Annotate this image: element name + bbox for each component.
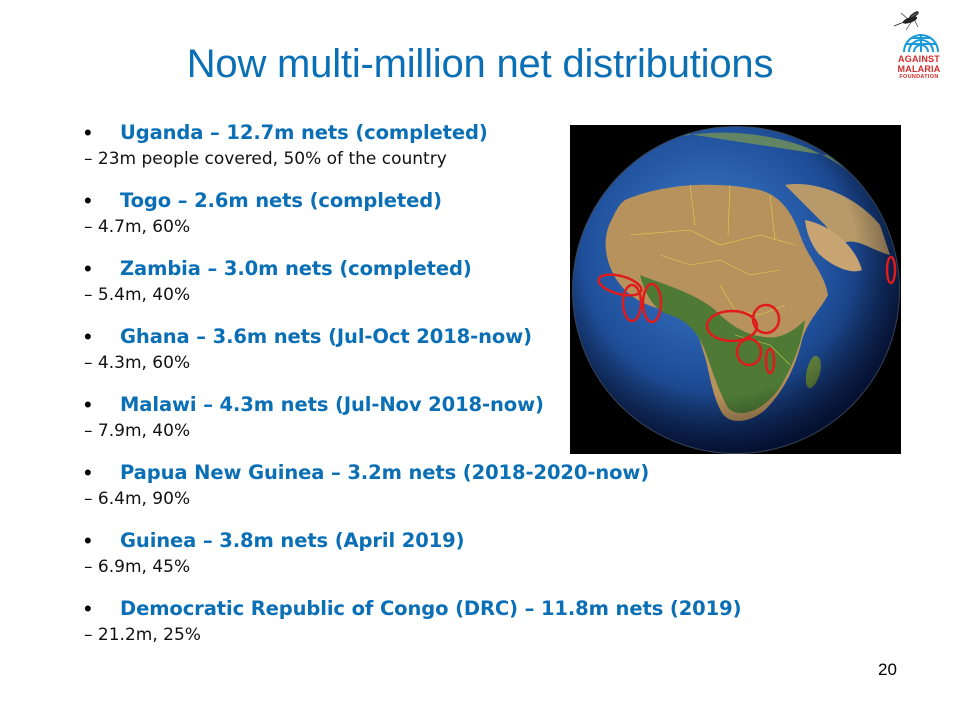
item-detail: – 6.4m, 90% — [84, 489, 191, 509]
logo-line-2: MALARIA — [897, 64, 941, 74]
bullet: • — [84, 527, 92, 553]
list-item: • Democratic Republic of Congo (DRC) – 11… — [84, 592, 804, 660]
list-item: • Ghana – 3.6m nets (Jul-Oct 2018-now) – … — [84, 320, 804, 388]
item-detail: – 23m people covered, 50% of the country — [84, 149, 447, 169]
bullet: • — [84, 255, 92, 281]
list-item: • Uganda – 12.7m nets (completed) – 23m p… — [84, 116, 804, 184]
bullet: • — [84, 391, 92, 417]
list-item: • Zambia – 3.0m nets (completed) – 5.4m, … — [84, 252, 804, 320]
bullet: • — [84, 119, 92, 145]
page-number: 20 — [878, 660, 897, 679]
africa-globe-image — [570, 125, 901, 454]
list-item: • Papua New Guinea – 3.2m nets (2018-2020… — [84, 456, 804, 524]
against-malaria-foundation-logo: AGAINST MALARIA FOUNDATION — [884, 10, 954, 90]
mosquito-globe-icon — [893, 11, 939, 53]
item-detail: – 4.3m, 60% — [84, 353, 191, 373]
bullet: • — [84, 187, 92, 213]
list-item: • Malawi – 4.3m nets (Jul-Nov 2018-now) –… — [84, 388, 804, 456]
item-detail: – 21.2m, 25% — [84, 625, 201, 645]
item-detail: – 7.9m, 40% — [84, 421, 191, 441]
distribution-list: • Uganda – 12.7m nets (completed) – 23m p… — [84, 116, 804, 660]
item-heading: Malawi – 4.3m nets (Jul-Nov 2018-now) — [120, 393, 544, 416]
bullet: • — [84, 323, 92, 349]
item-detail: – 6.9m, 45% — [84, 557, 191, 577]
list-item: • Guinea – 3.8m nets (April 2019) – 6.9m,… — [84, 524, 804, 592]
country-markers — [597, 255, 897, 375]
globe-illustration — [570, 125, 901, 454]
item-heading: Ghana – 3.6m nets (Jul-Oct 2018-now) — [120, 325, 532, 348]
list-item: • Togo – 2.6m nets (completed) – 4.7m, 60… — [84, 184, 804, 252]
item-heading: Uganda – 12.7m nets (completed) — [120, 121, 488, 144]
logo-line-3: FOUNDATION — [899, 74, 939, 80]
item-detail: – 4.7m, 60% — [84, 217, 191, 237]
item-heading: Papua New Guinea – 3.2m nets (2018-2020-… — [120, 461, 650, 484]
bullet: • — [84, 459, 92, 485]
logo-line-1: AGAINST — [898, 54, 940, 64]
item-heading: Guinea – 3.8m nets (April 2019) — [120, 529, 465, 552]
slide-title: Now multi-million net distributions — [186, 42, 774, 86]
bullet: • — [84, 595, 92, 621]
item-detail: – 5.4m, 40% — [84, 285, 191, 305]
item-heading: Democratic Republic of Congo (DRC) – 11.… — [120, 597, 742, 620]
item-heading: Zambia – 3.0m nets (completed) — [120, 257, 472, 280]
item-heading: Togo – 2.6m nets (completed) — [120, 189, 442, 212]
